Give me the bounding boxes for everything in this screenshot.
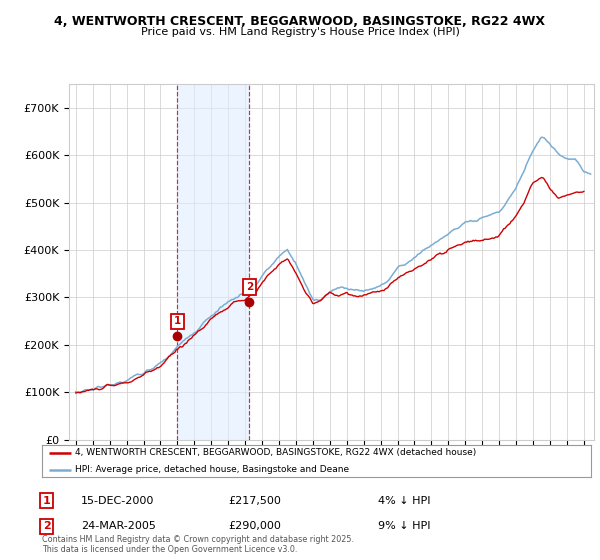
Text: £290,000: £290,000 — [228, 521, 281, 531]
Text: 24-MAR-2005: 24-MAR-2005 — [81, 521, 156, 531]
Text: 2: 2 — [246, 282, 253, 292]
Text: 15-DEC-2000: 15-DEC-2000 — [81, 496, 154, 506]
Bar — [178, 84, 250, 440]
Text: 4% ↓ HPI: 4% ↓ HPI — [378, 496, 431, 506]
Text: HPI: Average price, detached house, Basingstoke and Deane: HPI: Average price, detached house, Basi… — [75, 465, 349, 474]
Text: Contains HM Land Registry data © Crown copyright and database right 2025.
This d: Contains HM Land Registry data © Crown c… — [42, 535, 354, 554]
Text: 4, WENTWORTH CRESCENT, BEGGARWOOD, BASINGSTOKE, RG22 4WX: 4, WENTWORTH CRESCENT, BEGGARWOOD, BASIN… — [55, 15, 545, 28]
Text: Price paid vs. HM Land Registry's House Price Index (HPI): Price paid vs. HM Land Registry's House … — [140, 27, 460, 38]
Text: £217,500: £217,500 — [228, 496, 281, 506]
Text: 4, WENTWORTH CRESCENT, BEGGARWOOD, BASINGSTOKE, RG22 4WX (detached house): 4, WENTWORTH CRESCENT, BEGGARWOOD, BASIN… — [75, 448, 476, 458]
Text: 1: 1 — [43, 496, 50, 506]
Text: 9% ↓ HPI: 9% ↓ HPI — [378, 521, 431, 531]
Text: 1: 1 — [174, 316, 181, 326]
Text: 2: 2 — [43, 521, 50, 531]
